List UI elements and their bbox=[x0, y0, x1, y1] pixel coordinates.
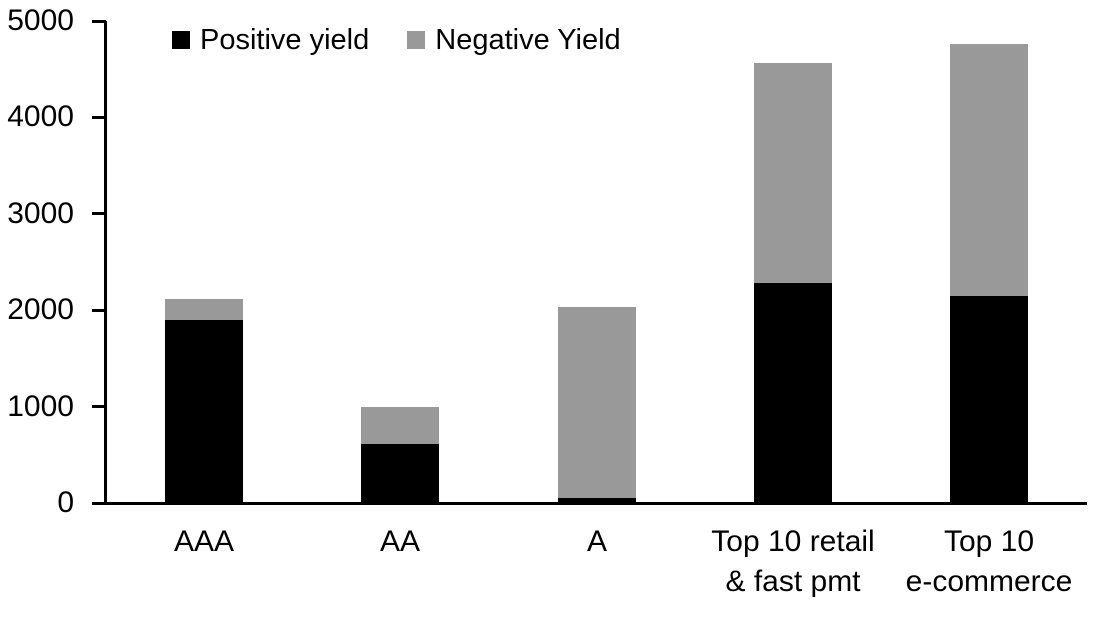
x-axis-category-label: Top 10 retail & fast pmt bbox=[683, 522, 903, 602]
bar-segment-positive-yield bbox=[558, 498, 636, 503]
y-axis-tick bbox=[92, 116, 106, 119]
x-axis-category-label: AA bbox=[290, 522, 510, 562]
x-axis-category-label-line: AA bbox=[379, 525, 421, 558]
bar-segment-negative-yield bbox=[950, 44, 1028, 296]
y-axis-line bbox=[104, 21, 107, 503]
bar-segment-negative-yield bbox=[165, 299, 243, 320]
bar-segment-positive-yield bbox=[754, 283, 832, 503]
y-axis-tick bbox=[92, 20, 106, 23]
y-axis-tick-label: 3000 bbox=[7, 197, 74, 230]
chart-legend: Positive yield Negative Yield bbox=[172, 24, 621, 56]
x-axis-category-label-line: Top 10 retail bbox=[711, 525, 875, 558]
legend-label-positive: Positive yield bbox=[200, 24, 370, 56]
y-axis-tick-label: 5000 bbox=[7, 4, 74, 37]
y-axis-tick bbox=[92, 405, 106, 408]
y-axis-tick bbox=[92, 212, 106, 215]
x-axis-line bbox=[92, 502, 1087, 505]
y-axis-tick-label: 0 bbox=[57, 486, 74, 519]
legend-swatch-negative-icon bbox=[407, 31, 426, 49]
legend-label-negative: Negative Yield bbox=[435, 24, 621, 56]
legend-item-negative-yield: Negative Yield bbox=[407, 24, 621, 56]
x-axis-category-label: Top 10 e-commerce bbox=[879, 522, 1099, 602]
bar-segment-negative-yield bbox=[558, 307, 636, 498]
y-axis-tick-label: 1000 bbox=[7, 390, 74, 423]
x-axis-category-label-line: AAA bbox=[173, 525, 235, 558]
x-axis-category-label-line: Top 10 bbox=[943, 525, 1035, 558]
x-axis-category-label-line: & fast pmt bbox=[725, 565, 861, 598]
bar-segment-positive-yield bbox=[361, 443, 439, 503]
x-axis-category-label-line: e-commerce bbox=[905, 565, 1073, 598]
legend-swatch-positive-icon bbox=[172, 31, 190, 49]
x-axis-category-label-line: A bbox=[586, 525, 607, 558]
y-axis-tick bbox=[92, 309, 106, 312]
bar-segment-negative-yield bbox=[754, 63, 832, 283]
bar-segment-positive-yield bbox=[165, 320, 243, 503]
legend-item-positive-yield: Positive yield bbox=[172, 24, 369, 56]
bar-segment-positive-yield bbox=[950, 296, 1028, 503]
x-axis-category-label: AAA bbox=[94, 522, 314, 562]
y-axis-tick-label: 2000 bbox=[7, 293, 74, 326]
x-axis-category-label: A bbox=[487, 522, 707, 562]
bar-segment-negative-yield bbox=[361, 407, 439, 444]
y-axis-tick-label: 4000 bbox=[7, 100, 74, 133]
